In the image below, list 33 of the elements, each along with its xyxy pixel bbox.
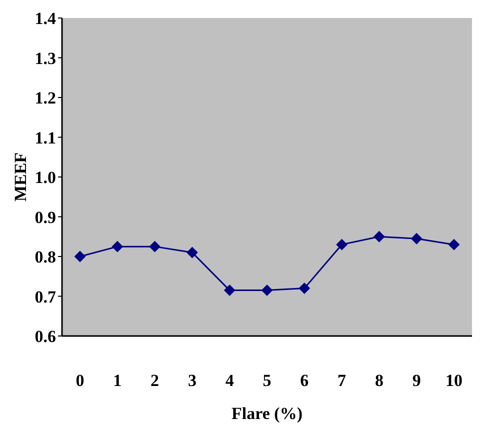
point <box>298 282 310 294</box>
y-tick-label: 0.6 <box>34 327 56 346</box>
y-tick-label: 0.9 <box>34 208 56 227</box>
point <box>448 239 460 250</box>
y-tick-label: 1.4 <box>34 9 56 28</box>
point <box>186 247 198 258</box>
point <box>336 239 348 250</box>
y-tick-label: 0.7 <box>34 287 56 306</box>
point <box>411 233 422 244</box>
point <box>262 284 272 296</box>
point <box>74 251 86 262</box>
point <box>149 241 160 252</box>
x-tick-label: 9 <box>412 371 421 390</box>
x-tick-label: 5 <box>262 371 272 390</box>
y-tick-label: 1.0 <box>34 168 56 188</box>
y-tick-label: 0.8 <box>34 248 56 267</box>
x-tick-label: 7 <box>338 371 347 390</box>
x-tick-label: 3 <box>188 371 196 390</box>
x-tick-label: 2 <box>150 371 160 390</box>
x-tick-label: 1 <box>113 371 122 390</box>
y-axis-title: MEEF <box>11 152 30 202</box>
y-tick-label: 1.3 <box>34 48 56 68</box>
x-tick-label: 0 <box>76 371 84 390</box>
point <box>224 284 236 296</box>
y-tick-label: 1.1 <box>34 128 56 148</box>
point <box>374 231 385 242</box>
x-tick-label: 6 <box>300 371 309 390</box>
x-tick-label: 10 <box>446 371 462 390</box>
x-tick-label: 4 <box>225 371 234 390</box>
x-axis-title: Flare (%) <box>232 404 302 423</box>
y-tick-label: 1.2 <box>34 88 56 108</box>
point <box>112 241 123 252</box>
x-tick-label: 8 <box>374 371 384 390</box>
